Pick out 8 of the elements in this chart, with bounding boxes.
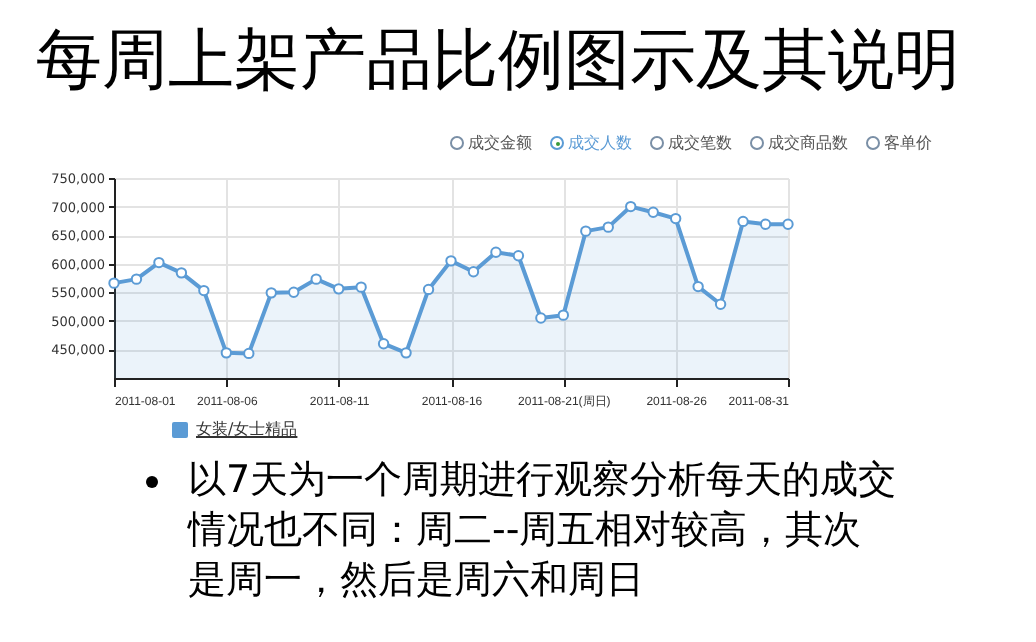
- text: 以7天为一个周期进行观察分析每天的成交情况也不同：周二--周五相对较高，其次是周一，然后是周六和周日: [188, 458, 897, 602]
- text: 客单价: [884, 132, 932, 154]
- text: 成交商品数: [768, 132, 848, 154]
- chart-title: 每周上架产品比例图示及其说明: [36, 18, 960, 102]
- text: 女装/女士精品: [196, 418, 298, 440]
- legend-label: 成交人数: [568, 132, 632, 154]
- text: 成交金额: [468, 132, 532, 154]
- text: 成交笔数: [668, 132, 732, 154]
